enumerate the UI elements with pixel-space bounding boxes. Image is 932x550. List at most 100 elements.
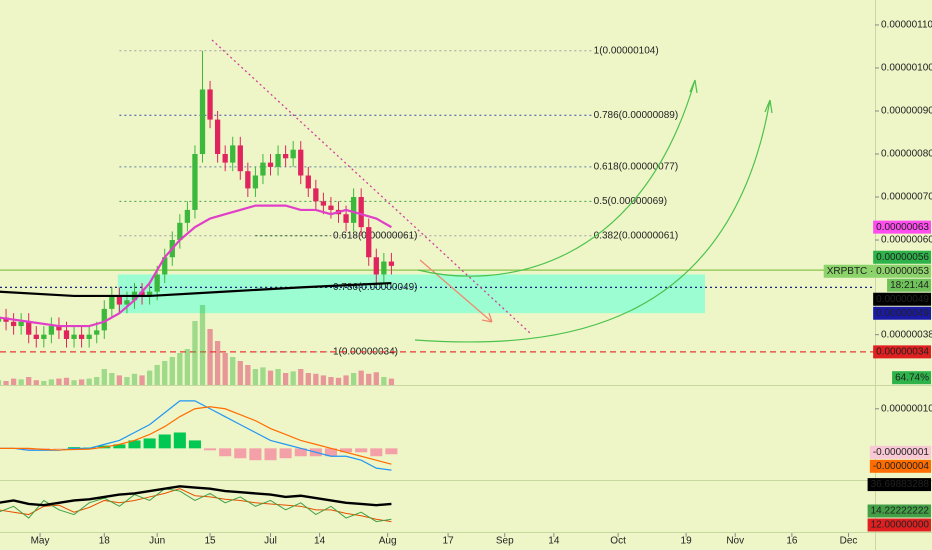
volume-bar [199, 305, 206, 385]
volume-bar [63, 377, 70, 385]
macd-histogram [128, 440, 141, 449]
y-tick-label: 0.00000060 [881, 235, 932, 246]
projection-arrow [419, 259, 493, 323]
volume-bar [298, 369, 304, 385]
volume-bar [192, 321, 198, 385]
candle-body [86, 334, 92, 339]
x-tick-label: 14 [314, 536, 326, 547]
price-layer [0, 50, 395, 348]
moving-average [0, 281, 392, 298]
candle-body [162, 257, 168, 275]
macd-layer [0, 400, 398, 471]
y-tick-label: 0.00000090 [881, 106, 932, 117]
price-badge: -0.00000004 [869, 459, 931, 473]
volume-bar [267, 370, 274, 385]
volume-bar [230, 357, 236, 385]
macd-histogram [37, 448, 50, 450]
price-badge-label: 36.69883288 [871, 479, 930, 490]
candle-body [63, 330, 70, 339]
price-badge-label: 0.00000049 [876, 294, 929, 305]
volume-bar [373, 372, 379, 385]
fib-level-label: 0.786(0.00000089) [594, 110, 679, 121]
candle-body [260, 162, 266, 176]
price-badge: 0.00000049 [873, 306, 931, 320]
candle-body [252, 175, 259, 189]
candle-body [146, 291, 153, 296]
volume-bar [275, 369, 281, 385]
macd-histogram [173, 432, 186, 449]
candle-body [177, 222, 183, 241]
price-badge-bg [869, 445, 931, 459]
x-tick-label: 17 [443, 536, 455, 547]
volume-bar [184, 349, 191, 385]
candle-body [101, 308, 107, 331]
volume-bar [162, 361, 168, 385]
price-badge-label: 0.00000049 [876, 308, 929, 319]
volume-layer [0, 305, 395, 385]
moving-average [0, 204, 392, 328]
macd-histogram [279, 448, 292, 459]
volume-bar [252, 369, 259, 385]
candle-body [94, 330, 100, 335]
oscillator-line [0, 488, 392, 523]
price-badge: 36.69883288 [867, 478, 931, 492]
y-tick-label: 0.00000110 [881, 20, 932, 31]
price-badge-bg [887, 278, 931, 292]
price-badge: XRPBTC · 0.00000053 [823, 264, 931, 278]
price-badge-bg [869, 459, 931, 473]
price-badge: 0.00000063 [873, 220, 931, 234]
price-badge-bg [873, 345, 931, 359]
candle-body [116, 295, 123, 305]
candle-body [10, 321, 17, 327]
x-tick-label: 19 [681, 536, 693, 547]
volume-bar [78, 379, 85, 385]
volume-bar [71, 380, 77, 385]
candle-body [230, 145, 236, 163]
price-badge-label: -0.00000001 [873, 447, 930, 458]
candle-body [33, 334, 39, 339]
macd-histogram [249, 448, 262, 461]
volume-bar [305, 373, 311, 385]
price-badge: 14.22222222 [867, 504, 931, 518]
price-badge-label: 0.00000034 [876, 347, 929, 358]
fib-level-label: 1(0.00000104) [594, 45, 659, 56]
fib-level-label: 0.618(0.00000077) [594, 162, 679, 173]
candle-body [298, 149, 304, 176]
x-tick-label: Jul [264, 536, 277, 547]
macd-histogram [188, 440, 201, 449]
candle-body [373, 257, 379, 275]
price-badge-label: 12.00000000 [871, 520, 930, 531]
x-tick-label: Oct [610, 536, 626, 547]
volume-bar [388, 378, 395, 385]
volume-bar [26, 377, 32, 385]
candle-body [366, 227, 372, 258]
candle-body [109, 295, 115, 309]
x-tick-label: 18 [99, 536, 111, 547]
price-badge-label: 64.74% [895, 372, 929, 383]
volume-bar [381, 377, 387, 385]
macd-histogram [22, 448, 35, 451]
volume-bar [328, 377, 334, 385]
volume-bar [177, 353, 183, 385]
macd-histogram [294, 448, 307, 457]
volume-bar [214, 341, 221, 385]
volume-bar [116, 375, 123, 385]
macd-histogram [113, 444, 126, 449]
volume-bar [207, 329, 213, 385]
candle-body [381, 261, 387, 275]
candle-body [305, 175, 311, 189]
macd-histogram [234, 448, 247, 459]
fib-level-label: 0.618(0.00000061) [333, 230, 418, 241]
price-badge: 18:21:44 [887, 278, 931, 292]
price-badge-bg [892, 371, 931, 385]
price-badge: 0.00000056 [873, 250, 931, 264]
volume-bar [124, 377, 130, 385]
volume-bar [222, 353, 228, 385]
volume-bar [3, 381, 9, 385]
candle-body [358, 197, 364, 228]
price-badge-bg [873, 250, 931, 264]
oscillator-line [0, 485, 392, 507]
volume-bar [237, 361, 243, 385]
